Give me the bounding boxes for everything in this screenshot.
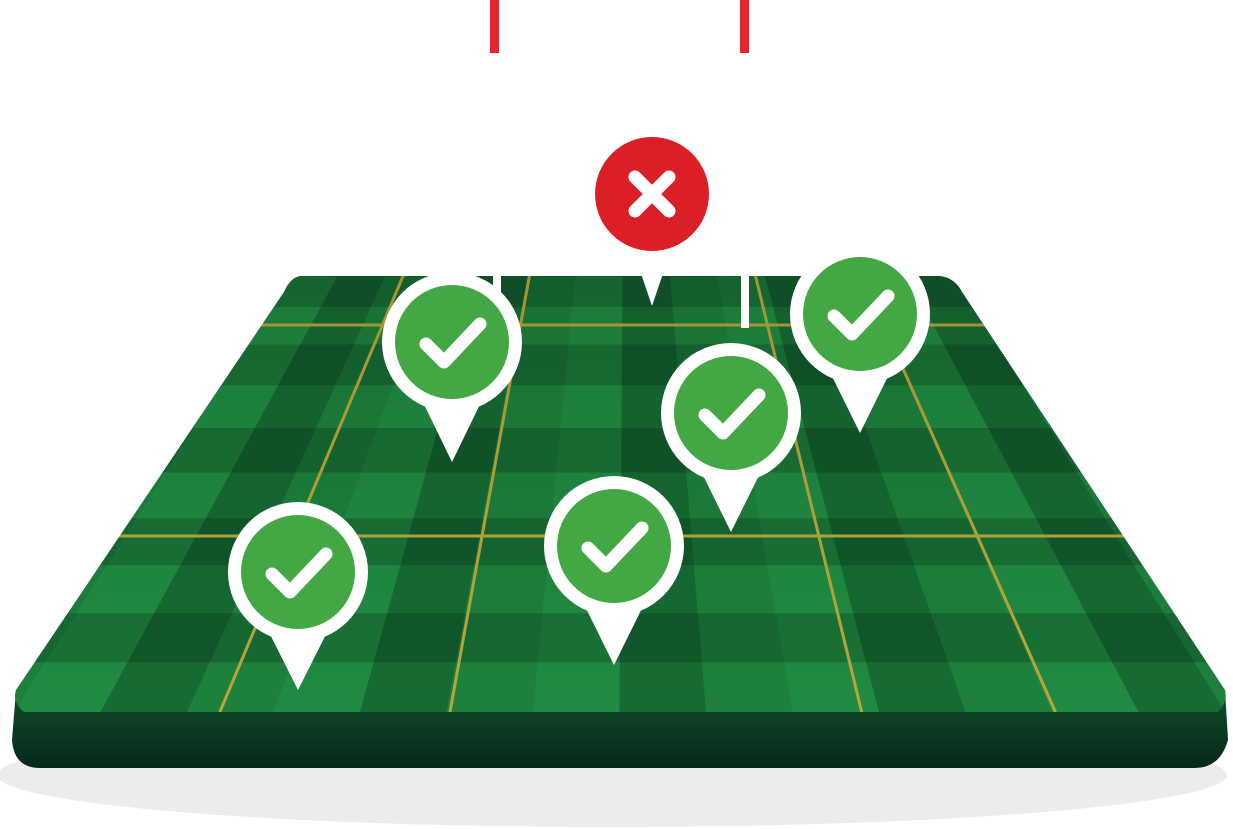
checkmark-icon bbox=[419, 317, 487, 369]
pin-tail bbox=[701, 472, 761, 532]
checkmark-icon bbox=[698, 388, 766, 440]
pin-badge bbox=[395, 285, 509, 399]
checkmark-icon bbox=[265, 547, 333, 599]
pin-check-4[interactable] bbox=[228, 502, 368, 690]
top-marker-left bbox=[490, 0, 499, 53]
pin-check-2[interactable] bbox=[790, 244, 930, 433]
pin-tail bbox=[422, 401, 482, 462]
pin-badge bbox=[674, 356, 788, 470]
checkmark-icon bbox=[581, 521, 649, 573]
x-mark-icon bbox=[628, 170, 676, 218]
pin-tail bbox=[830, 373, 890, 433]
pin-badge bbox=[557, 489, 671, 603]
pin-reject[interactable] bbox=[595, 137, 709, 306]
connector-right bbox=[741, 270, 749, 328]
pin-tail bbox=[268, 631, 328, 690]
pin-tail bbox=[632, 247, 672, 306]
pin-tail bbox=[584, 605, 644, 665]
pins-layer bbox=[228, 137, 930, 690]
pin-check-1[interactable] bbox=[382, 272, 522, 462]
pin-badge bbox=[241, 515, 355, 629]
connector-left bbox=[493, 270, 501, 300]
pin-check-3[interactable] bbox=[661, 343, 801, 532]
top-marker-right bbox=[740, 0, 749, 53]
pin-badge bbox=[803, 257, 917, 371]
checkmark-icon bbox=[827, 289, 895, 341]
pin-check-5[interactable] bbox=[544, 476, 684, 665]
